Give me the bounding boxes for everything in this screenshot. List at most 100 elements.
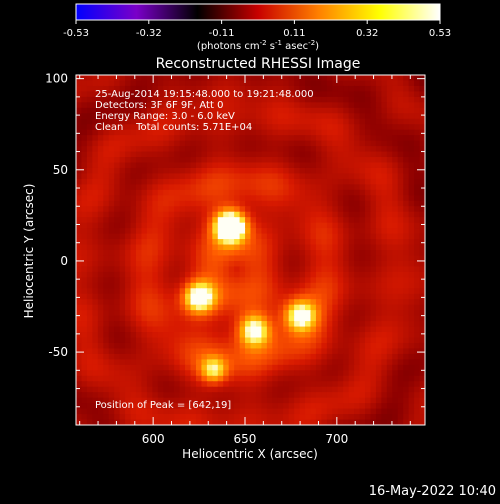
heatmap-cell bbox=[130, 332, 137, 339]
heatmap-cell bbox=[168, 392, 175, 399]
heatmap-cell bbox=[365, 315, 372, 322]
heatmap-cell bbox=[174, 310, 181, 317]
heatmap-cell bbox=[185, 408, 192, 415]
heatmap-cell bbox=[299, 167, 306, 175]
heatmap-cell bbox=[119, 85, 126, 93]
heatmap-cell bbox=[206, 157, 213, 164]
heatmap-cell bbox=[97, 239, 104, 246]
heatmap-cell bbox=[103, 173, 110, 180]
heatmap-cell bbox=[201, 299, 208, 306]
heatmap-cell bbox=[365, 140, 372, 147]
heatmap-cell bbox=[76, 359, 83, 366]
heatmap-cell bbox=[81, 332, 88, 339]
heatmap-cell bbox=[266, 80, 273, 87]
heatmap-cell bbox=[294, 321, 301, 328]
heatmap-cell bbox=[103, 113, 110, 120]
heatmap-cell bbox=[190, 282, 197, 289]
heatmap-cell bbox=[163, 403, 170, 410]
heatmap-cell bbox=[277, 315, 284, 322]
heatmap-cell bbox=[375, 200, 382, 207]
heatmap-cell bbox=[174, 353, 181, 360]
heatmap-cell bbox=[397, 184, 404, 191]
heatmap-cell bbox=[408, 315, 415, 322]
heatmap-cell bbox=[146, 157, 153, 164]
heatmap-cell bbox=[419, 392, 425, 399]
heatmap-cell bbox=[206, 277, 213, 284]
heatmap-cell bbox=[337, 310, 344, 317]
heatmap-cell bbox=[408, 113, 415, 120]
heatmap-cell bbox=[103, 178, 110, 185]
heatmap-cell bbox=[277, 118, 284, 125]
heatmap-cell bbox=[141, 244, 148, 251]
heatmap-cell bbox=[114, 118, 121, 125]
heatmap-cell bbox=[119, 217, 126, 224]
heatmap-cell bbox=[375, 140, 382, 147]
heatmap-cell bbox=[397, 239, 404, 246]
heatmap-cell bbox=[239, 315, 246, 322]
heatmap-cell bbox=[103, 255, 110, 262]
heatmap-cell bbox=[261, 364, 268, 371]
heatmap-cell bbox=[365, 118, 372, 125]
heatmap-cell bbox=[408, 178, 415, 185]
heatmap-cell bbox=[152, 370, 159, 377]
heatmap-cell bbox=[397, 364, 404, 371]
heatmap-cell bbox=[305, 113, 312, 120]
heatmap-cell bbox=[190, 200, 197, 207]
heatmap-cell bbox=[414, 414, 421, 421]
heatmap-cell bbox=[310, 85, 317, 93]
heatmap-cell bbox=[321, 189, 328, 196]
heatmap-cell bbox=[414, 293, 421, 300]
heatmap-cell bbox=[310, 326, 317, 333]
heatmap-cell bbox=[190, 250, 197, 257]
heatmap-cell bbox=[326, 102, 333, 109]
heatmap-cell bbox=[381, 75, 388, 82]
heatmap-cell bbox=[212, 255, 219, 262]
heatmap-cell bbox=[239, 75, 246, 82]
heatmap-cell bbox=[234, 85, 241, 93]
heatmap-cell bbox=[266, 146, 273, 153]
heatmap-cell bbox=[141, 403, 148, 410]
heatmap-cell bbox=[250, 293, 257, 300]
heatmap-cell bbox=[76, 321, 83, 328]
heatmap-cell bbox=[261, 91, 268, 98]
heatmap-cell bbox=[97, 332, 104, 339]
heatmap-cell bbox=[283, 342, 290, 350]
heatmap-cell bbox=[81, 364, 88, 371]
heatmap-cell bbox=[326, 211, 333, 218]
heatmap-cell bbox=[146, 315, 153, 322]
heatmap-cell bbox=[397, 107, 404, 114]
heatmap-cell bbox=[310, 414, 317, 421]
heatmap-cell bbox=[370, 178, 377, 185]
heatmap-cell bbox=[403, 189, 410, 196]
heatmap-cell bbox=[408, 217, 415, 224]
heatmap-cell bbox=[223, 282, 230, 289]
heatmap-cell bbox=[206, 321, 213, 328]
heatmap-cell bbox=[305, 146, 312, 153]
heatmap-cell bbox=[81, 206, 88, 213]
heatmap-cell bbox=[299, 299, 306, 306]
heatmap-cell bbox=[174, 271, 181, 278]
heatmap-cell bbox=[343, 124, 350, 131]
heatmap-cell bbox=[299, 173, 306, 180]
heatmap-cell bbox=[108, 375, 115, 382]
heatmap-cell bbox=[255, 200, 262, 207]
heatmap-cell bbox=[392, 228, 399, 235]
heatmap-cell bbox=[315, 271, 322, 278]
heatmap-cell bbox=[359, 304, 366, 311]
heatmap-cell bbox=[381, 337, 388, 344]
heatmap-cell bbox=[223, 277, 230, 284]
heatmap-cell bbox=[359, 419, 366, 425]
colorbar-tick-label: 0.53 bbox=[429, 28, 451, 39]
heatmap-cell bbox=[414, 167, 421, 175]
heatmap-cell bbox=[86, 397, 93, 404]
heatmap-cell bbox=[228, 140, 235, 147]
heatmap-cell bbox=[190, 375, 197, 382]
heatmap-cell bbox=[152, 386, 159, 393]
heatmap-cell bbox=[190, 326, 197, 333]
heatmap-cell bbox=[261, 342, 268, 350]
heatmap-cell bbox=[375, 162, 382, 169]
heatmap-cell bbox=[392, 178, 399, 185]
heatmap-cell bbox=[119, 386, 126, 393]
heatmap-cell bbox=[174, 250, 181, 257]
heatmap-cell bbox=[103, 260, 110, 268]
